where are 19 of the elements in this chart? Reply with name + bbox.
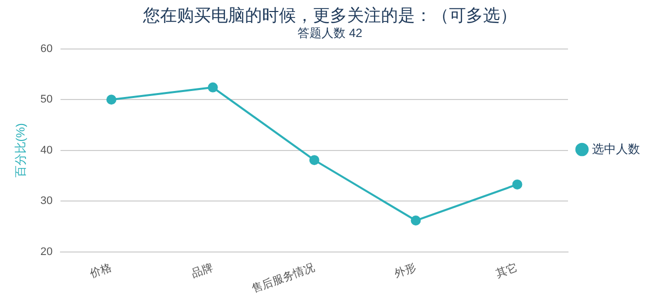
- y-tick-label: 50: [40, 94, 53, 106]
- x-tick-label: 品牌: [190, 262, 215, 280]
- x-tick-label: 其它: [494, 260, 520, 280]
- x-tick-label: 售后服务情况: [250, 260, 316, 296]
- point: [410, 216, 421, 226]
- legend-label: 选中人数: [592, 142, 640, 156]
- y-tick-label: 20: [40, 246, 53, 258]
- point: [512, 179, 522, 190]
- y-tick-label: 30: [40, 195, 53, 208]
- chart-title: 您在购买电脑的时候，更多关注的是：（可多选）: [142, 6, 517, 25]
- y-tick-label: 40: [40, 144, 53, 156]
- y-axis-title: 百分比(%): [14, 123, 28, 178]
- chart-subtitle: 答题人数 42: [298, 26, 363, 40]
- point: [106, 94, 116, 105]
- point: [208, 82, 218, 92]
- y-tick-label: 60: [40, 42, 53, 55]
- point: [309, 155, 320, 166]
- x-tick-label: 价格: [88, 262, 114, 281]
- x-tick-label: 外形: [393, 262, 418, 280]
